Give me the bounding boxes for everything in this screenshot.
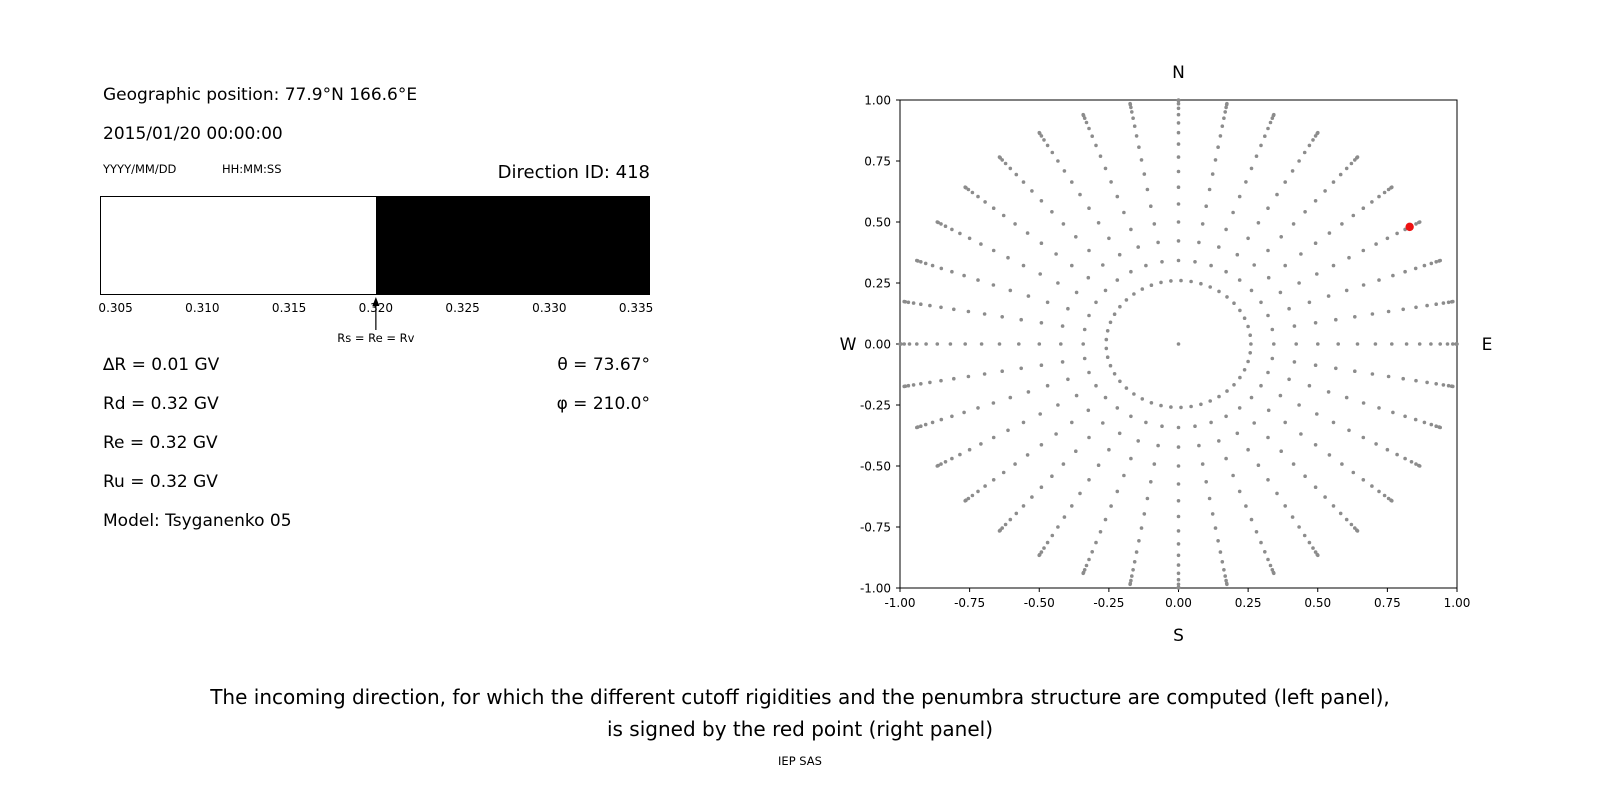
caption-line-1: The incoming direction, for which the di… [210,685,1390,709]
y-tick-label: -0.25 [860,399,891,413]
y-tick-label: 1.00 [864,94,891,108]
x-tick-label: 0.310 [185,301,220,315]
time-format-label: HH:MM:SS [222,162,282,176]
x-tick-label: -0.75 [954,596,985,610]
red-point [1405,222,1414,232]
y-tick-label: 0.00 [864,338,891,352]
x-tick-label: 0.25 [1235,596,1262,610]
x-tick-label: 1.00 [1444,596,1471,610]
rs-arrow-icon [372,297,380,330]
param-phi: φ = 210.0° [556,394,650,414]
param-theta: θ = 73.67° [557,355,650,375]
date-format-label: YYYY/MM/DD [103,162,177,176]
y-tick-label: 0.25 [864,277,891,291]
compass-label-e: E [1482,335,1493,355]
direction-id-text: Direction ID: 418 [497,162,650,183]
compass-label-n: N [1172,63,1185,83]
penumbra-black-region [375,197,649,294]
y-tick-label: 0.50 [864,216,891,230]
y-tick-label: 0.75 [864,155,891,169]
x-tick-label: 0.330 [532,301,567,315]
direction-dots [898,98,1459,590]
skymap-plot: -1.00 -0.75 -0.50 -0.25 0.00 0.25 0.50 0.75 1.00… [840,63,1493,646]
rs-arrow-label: Rs = Re = Rv [337,331,415,345]
x-tick-label: 0.325 [445,301,480,315]
x-tick-label: 0.315 [271,301,307,315]
caption-line-2: is signed by the red point (right panel) [606,717,994,741]
geo-position-text: Geographic position: 77.9°N 166.6°E [103,85,418,105]
x-tick-label: 0.50 [1304,596,1331,610]
credit-text: IEP SAS [778,754,822,768]
params-right: θ = 73.67° φ = 210.0° [557,357,650,435]
compass-label-s: S [1173,626,1184,646]
compass-label-w: W [840,335,857,355]
datetime-text: 2015/01/20 00:00:00 [103,124,283,144]
x-tick-label: 0.335 [618,301,654,315]
x-tick-label: 0.75 [1374,596,1401,610]
y-tick-label: -1.00 [860,582,891,596]
model-text: Model: Tsyganenko 05 [103,511,292,531]
x-tick-label: 0.305 [98,301,133,315]
param-delta-r: ∆R = 0.01 GV [103,355,220,375]
y-tick-label: -0.75 [860,521,891,535]
x-tick-label: -1.00 [884,596,915,610]
x-tick-label: 0.00 [1165,596,1192,610]
x-tick-label: -0.50 [1024,596,1055,610]
param-ru: Ru = 0.32 GV [103,472,218,492]
x-tick-label: -0.25 [1093,596,1124,610]
param-re: Re = 0.32 GV [103,433,218,453]
penumbra-bar [100,196,650,295]
caption: The incoming direction, for which the di… [0,681,1600,745]
param-rd: Rd = 0.32 GV [103,394,219,414]
y-tick-label: -0.50 [860,460,891,474]
params-left: ∆R = 0.01 GV Rd = 0.32 GV Re = 0.32 GV R… [103,357,292,552]
